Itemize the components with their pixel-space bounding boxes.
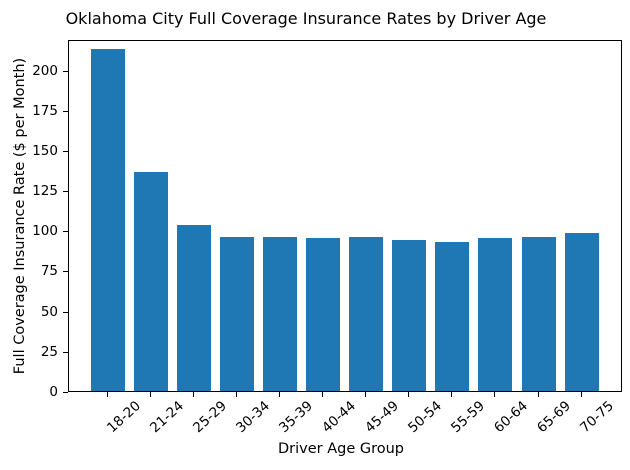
y-tick-mark [63, 271, 68, 273]
x-tick-mark [107, 392, 108, 397]
bar-60-64 [478, 238, 513, 391]
x-tick-mark [494, 392, 496, 397]
bar-18-20 [91, 48, 125, 391]
x-tick-mark [279, 392, 281, 397]
x-tick-label: 18-20 [103, 398, 144, 437]
x-tick-label: 25-29 [189, 398, 230, 437]
x-tick-label: 55-59 [448, 398, 489, 437]
x-tick-mark [408, 392, 410, 397]
bar-21-24 [134, 172, 169, 391]
y-tick-mark [63, 351, 68, 353]
x-tick-label: 30-34 [232, 398, 273, 437]
y-tick-mark [63, 70, 68, 72]
y-tick-label: 75 [40, 263, 58, 280]
plot-area [68, 40, 622, 392]
x-tick-mark [193, 392, 195, 397]
bar-45-49 [349, 236, 384, 391]
x-tick-label: 40-44 [319, 398, 359, 437]
y-tick-mark [63, 392, 68, 393]
x-axis-label: Driver Age Group [277, 441, 405, 457]
bar-40-44 [306, 238, 341, 391]
y-tick-mark [63, 231, 68, 233]
y-tick-label: 200 [32, 62, 58, 79]
bar-25-29 [177, 225, 212, 391]
y-tick-mark [63, 191, 68, 193]
y-tick-mark [63, 311, 68, 313]
y-tick-label: 175 [32, 102, 58, 119]
x-tick-label: 60-64 [491, 398, 532, 437]
y-tick-label: 25 [40, 343, 58, 360]
x-tick-label: 35-39 [276, 398, 316, 437]
x-tick-mark [451, 392, 453, 397]
bar-65-69 [521, 236, 556, 391]
y-tick-mark [63, 110, 68, 112]
x-tick-mark [322, 392, 324, 397]
x-tick-mark [365, 392, 367, 397]
y-tick-label: 125 [32, 183, 58, 200]
bar-30-34 [220, 236, 255, 391]
y-tick-label: 150 [32, 142, 58, 159]
x-tick-label: 65-69 [534, 398, 575, 437]
x-tick-label: 45-49 [362, 398, 403, 437]
x-tick-mark [537, 392, 539, 397]
y-tick-mark [63, 150, 68, 152]
bar-55-59 [435, 241, 470, 391]
y-tick-label: 100 [32, 223, 58, 240]
chart-title: Oklahoma City Full Coverage Insurance Ra… [65, 9, 547, 28]
x-tick-label: 21-24 [146, 398, 187, 437]
x-tick-label: 50-54 [405, 398, 446, 437]
bar-50-54 [392, 239, 427, 391]
y-tick-label: 0 [49, 384, 58, 400]
y-axis-label: Full Coverage Insurance Rate ($ per Mont… [12, 57, 28, 375]
x-tick-mark [580, 392, 582, 397]
y-tick-label: 50 [40, 303, 58, 320]
x-tick-label: 70-75 [577, 398, 618, 437]
x-tick-mark [236, 392, 238, 397]
bar-70-75 [564, 233, 599, 391]
x-tick-mark [150, 392, 152, 397]
bar-35-39 [263, 236, 298, 391]
